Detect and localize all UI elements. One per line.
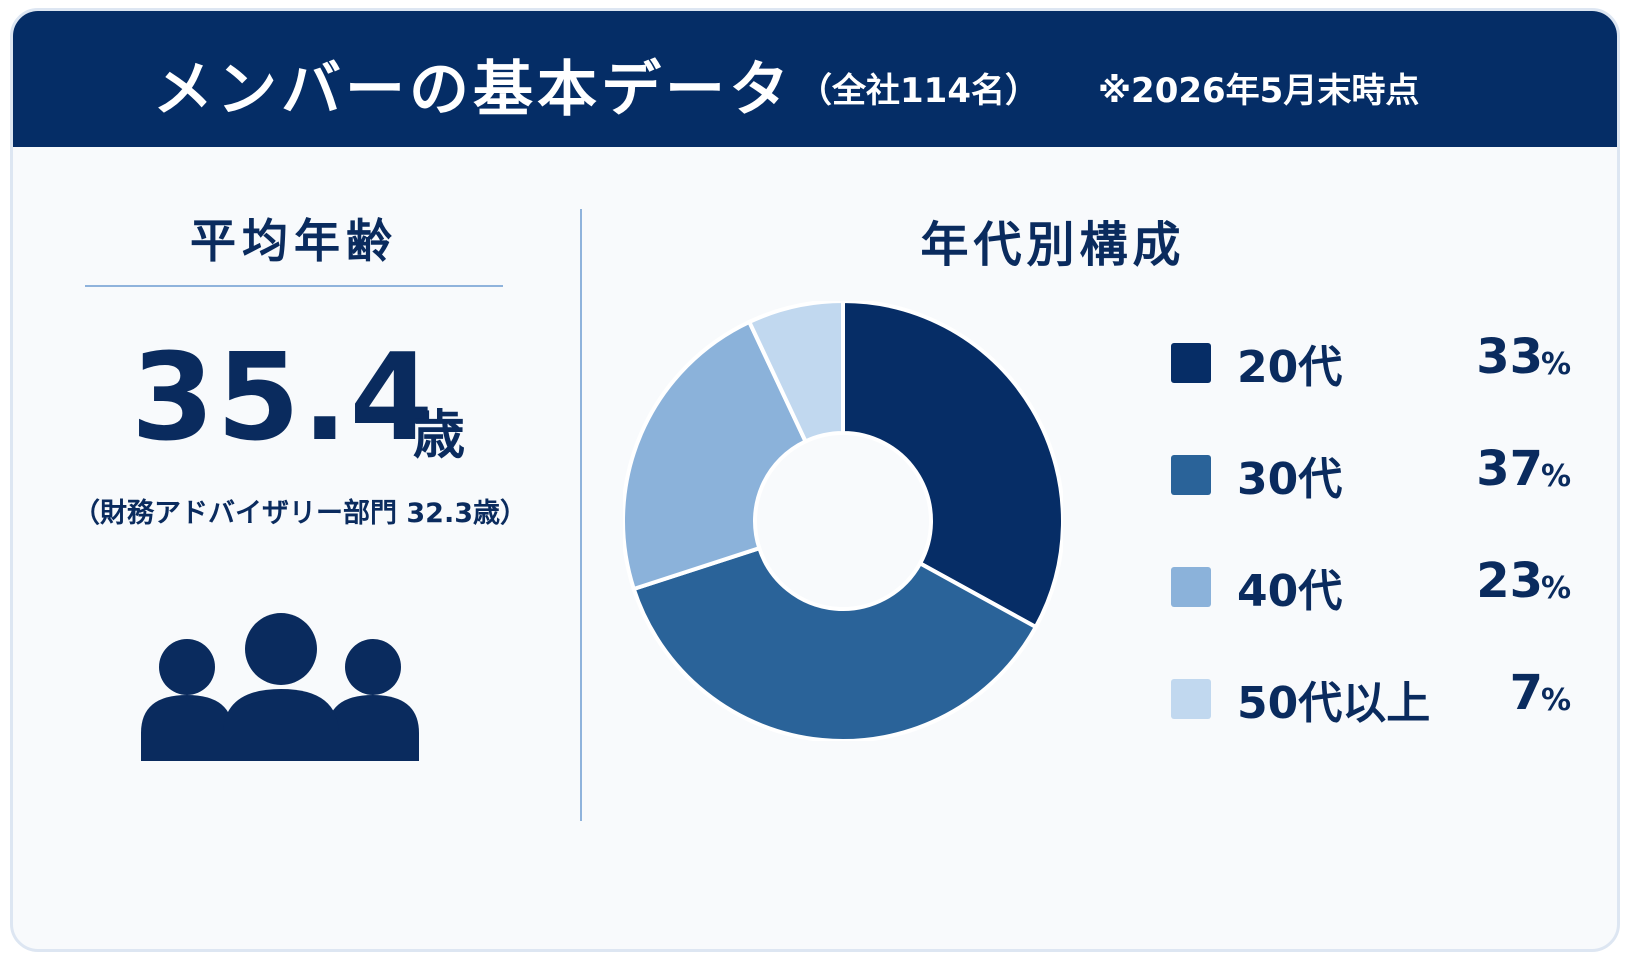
legend-swatch xyxy=(1171,679,1211,719)
age-donut-chart xyxy=(623,301,1063,741)
legend-value: 7 xyxy=(1509,665,1543,721)
legend-swatch xyxy=(1171,567,1211,607)
donut-slice-2 xyxy=(631,545,1039,741)
page-subtitle: （全社114名） xyxy=(798,71,1039,111)
legend-value: 37 xyxy=(1476,441,1543,497)
date-note: ※2026年5月末時点 xyxy=(1098,71,1420,111)
header-bar: メンバーの基本データ （全社114名） ※2026年5月末時点 xyxy=(13,11,1617,147)
legend-item: 40代 23% xyxy=(1171,553,1571,623)
legend-percent-sign: % xyxy=(1540,571,1571,606)
legend-item: 30代 37% xyxy=(1171,441,1571,511)
average-age-unit: 歳 xyxy=(413,406,466,466)
legend-swatch xyxy=(1171,343,1211,383)
donut-slice-1 xyxy=(841,301,1063,630)
legend-percent-sign: % xyxy=(1540,347,1571,382)
donut-slice-4 xyxy=(746,301,845,445)
legend-value: 23 xyxy=(1476,553,1543,609)
legend-item: 50代以上 7% xyxy=(1171,665,1571,735)
average-age-rule xyxy=(85,285,503,287)
legend-label: 20代 xyxy=(1237,342,1343,393)
chart-title: 年代別構成 xyxy=(920,217,1186,273)
legend-item: 20代 33% xyxy=(1171,329,1571,399)
legend-swatch xyxy=(1171,455,1211,495)
legend-label: 50代以上 xyxy=(1237,678,1431,729)
legend-percent-sign: % xyxy=(1540,459,1571,494)
legend-label: 30代 xyxy=(1237,454,1343,505)
legend-value: 33 xyxy=(1476,329,1543,385)
average-age-value: 35.4 xyxy=(131,329,436,468)
column-divider xyxy=(580,209,582,821)
legend-percent-sign: % xyxy=(1540,683,1571,718)
donut-slice-3 xyxy=(623,319,809,592)
people-group-icon xyxy=(141,613,419,761)
page-title: メンバーの基本データ xyxy=(153,55,793,125)
summary-card: メンバーの基本データ （全社114名） ※2026年5月末時点 平均年齢 35.… xyxy=(10,8,1620,952)
average-age-title: 平均年齢 xyxy=(190,214,398,268)
average-age-note: （財務アドバイザリー部門 32.3歳） xyxy=(72,498,528,529)
legend-label: 40代 xyxy=(1237,566,1343,617)
